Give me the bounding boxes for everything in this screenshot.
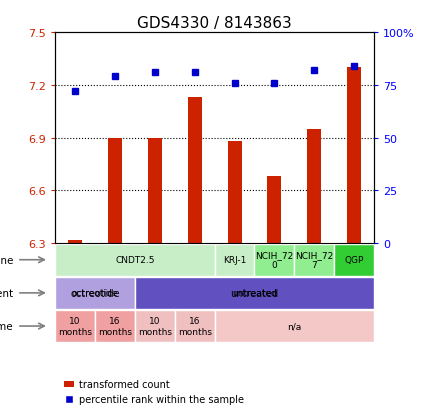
Text: NCIH_72
0: NCIH_72 0: [255, 250, 294, 270]
FancyBboxPatch shape: [215, 311, 374, 342]
Title: GDS4330 / 8143863: GDS4330 / 8143863: [137, 16, 292, 31]
Text: untreated: untreated: [232, 289, 277, 298]
Text: NCIH_72
7: NCIH_72 7: [295, 250, 333, 270]
Text: 16
months: 16 months: [98, 317, 132, 336]
Text: CNDT2.5: CNDT2.5: [115, 256, 155, 265]
Text: KRJ-1: KRJ-1: [223, 256, 246, 265]
Text: cell line: cell line: [0, 255, 14, 265]
Text: untreated: untreated: [230, 288, 278, 298]
Bar: [347, 68, 361, 244]
FancyBboxPatch shape: [55, 277, 135, 309]
Text: octreotide: octreotide: [72, 289, 118, 298]
Bar: [108, 138, 122, 244]
FancyBboxPatch shape: [55, 244, 215, 276]
FancyBboxPatch shape: [135, 277, 374, 309]
Bar: [148, 138, 162, 244]
Legend: transformed count, percentile rank within the sample: transformed count, percentile rank withi…: [60, 375, 247, 408]
Bar: [267, 177, 281, 244]
Text: 10
months: 10 months: [138, 317, 172, 336]
Bar: [188, 98, 202, 244]
Bar: [227, 142, 241, 244]
Text: octreotide: octreotide: [71, 288, 120, 298]
FancyBboxPatch shape: [294, 244, 334, 276]
FancyBboxPatch shape: [215, 244, 255, 276]
Text: QGP: QGP: [344, 256, 364, 265]
FancyBboxPatch shape: [255, 244, 294, 276]
Text: agent: agent: [0, 288, 14, 298]
Bar: [68, 240, 82, 244]
FancyBboxPatch shape: [334, 244, 374, 276]
Text: 10
months: 10 months: [58, 317, 92, 336]
FancyBboxPatch shape: [55, 311, 95, 342]
FancyBboxPatch shape: [135, 311, 175, 342]
Text: n/a: n/a: [287, 322, 301, 331]
FancyBboxPatch shape: [95, 311, 135, 342]
Text: time: time: [0, 321, 14, 331]
Text: 16
months: 16 months: [178, 317, 212, 336]
Bar: [307, 130, 321, 244]
FancyBboxPatch shape: [175, 311, 215, 342]
